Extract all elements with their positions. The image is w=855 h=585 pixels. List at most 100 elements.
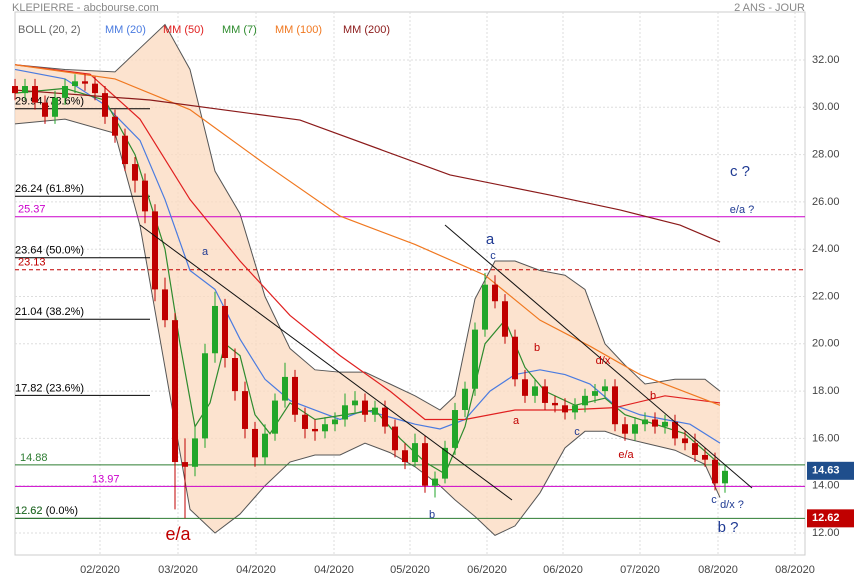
candle-body (492, 284, 498, 302)
y-tick-label: 30.00 (812, 101, 840, 113)
annotation: c (490, 250, 496, 262)
candle-body (302, 414, 308, 429)
chart-subtitle: 2 ANS - JOUR (734, 2, 805, 14)
annotation: e/a ? (730, 204, 754, 216)
legend-entry: BOLL (20, 2) (18, 24, 81, 36)
candle-body (452, 410, 458, 448)
candle-body (412, 443, 418, 463)
annotation: b (650, 390, 656, 402)
level-label: 23.64 (50.0%) (15, 245, 84, 257)
candle-body (352, 400, 358, 406)
candle-body (202, 353, 208, 439)
candle-body (402, 450, 408, 463)
candle-body (152, 211, 158, 290)
candle-body (272, 400, 278, 434)
y-tick-label: 24.00 (812, 243, 840, 255)
candle-body (382, 407, 388, 427)
legend-entry: MM (7) (222, 24, 257, 36)
candle-body (672, 421, 678, 439)
annotation: a (486, 231, 495, 248)
candle-body (722, 470, 728, 484)
annotation: b (429, 509, 435, 521)
candle-body (612, 386, 618, 425)
candle-body (432, 478, 438, 486)
x-tick-label: 06/2020 (543, 564, 583, 576)
candle-body (392, 426, 398, 451)
level-label: 12.62 (15, 505, 43, 517)
candle-body (482, 284, 488, 330)
trend-line (139, 224, 513, 501)
level-label: 25.37 (18, 204, 46, 216)
candle-body (52, 97, 58, 117)
x-tick-label: 06/2020 (467, 564, 507, 576)
price-tag (807, 461, 854, 480)
annotation: d/x ? (720, 499, 744, 511)
annotation: e/a (165, 524, 191, 544)
candle-body (642, 419, 648, 425)
price-tag-label: 14.63 (812, 465, 840, 477)
candle-body (22, 86, 28, 94)
candle-body (182, 462, 188, 467)
annotation: d/x (596, 355, 611, 367)
legend-entry: MM (200) (343, 24, 390, 36)
candle-body (252, 428, 258, 458)
annotation: b (534, 342, 540, 354)
candle-body (342, 405, 348, 420)
annotation: c ? (730, 163, 750, 180)
candle-body (502, 301, 508, 337)
candle-body (172, 320, 178, 463)
ma-line (14, 64, 721, 421)
legend-entry: MM (20) (105, 24, 146, 36)
candle-body (92, 83, 98, 94)
candle-body (282, 376, 288, 401)
ma-line (14, 68, 721, 444)
candle-body (12, 86, 18, 94)
candle-body (562, 405, 568, 413)
band-line (14, 23, 721, 411)
candle-body (442, 447, 448, 479)
annotation: c (574, 426, 580, 438)
y-tick-label: 12.00 (812, 527, 840, 539)
candle-body (592, 391, 598, 396)
candle-body (322, 424, 328, 432)
legend-entry: MM (100) (275, 24, 322, 36)
x-tick-label: 04/2020 (314, 564, 354, 576)
candle-body (522, 379, 528, 396)
candle-body (262, 433, 268, 458)
candle-body (222, 305, 228, 358)
candle-body (362, 400, 368, 415)
candle-body (72, 81, 78, 87)
candle-body (312, 428, 318, 432)
candle-body (462, 388, 468, 411)
candle-body (512, 336, 518, 380)
candle-body (372, 407, 378, 415)
candle-body (32, 86, 38, 103)
x-tick-label: 05/2020 (390, 564, 430, 576)
chart-title: KLEPIERRE - abcbourse.com (12, 2, 159, 14)
candle-body (582, 395, 588, 406)
annotation: b ? (718, 519, 739, 536)
candle-body (572, 405, 578, 413)
candle-body (662, 421, 668, 427)
x-tick-label: 03/2020 (158, 564, 198, 576)
level-label: 21.04 (38.2%) (15, 306, 84, 318)
trend-line (444, 224, 753, 489)
candle-body (422, 443, 428, 486)
candle-body (232, 357, 238, 392)
level-label: 26.24 (61.8%) (15, 183, 84, 195)
candle-body (692, 443, 698, 455)
level-label: 14.88 (20, 452, 48, 464)
candle-body (292, 376, 298, 415)
candle-body (82, 81, 88, 84)
y-tick-label: 16.00 (812, 432, 840, 444)
candle-body (632, 424, 638, 434)
candle-body (212, 305, 218, 354)
price-tag-label: 12.62 (812, 512, 840, 524)
candle-body (602, 386, 608, 392)
candle-body (142, 180, 148, 212)
x-tick-label: 07/2020 (620, 564, 660, 576)
x-tick-label: 04/2020 (236, 564, 276, 576)
annotation: c (711, 494, 717, 506)
y-tick-label: 32.00 (812, 54, 840, 66)
